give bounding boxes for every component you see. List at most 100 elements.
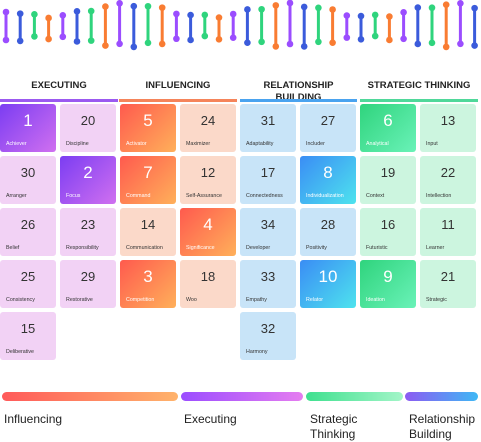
- dna-node: [258, 38, 265, 46]
- strength-tile-harmony[interactable]: 32 Harmony: [240, 312, 296, 360]
- legend-bar-influencing: [2, 392, 178, 401]
- dna-node: [471, 4, 478, 12]
- dna-node: [2, 8, 10, 16]
- column-header-executing: EXECUTING: [0, 80, 118, 102]
- strength-name: Discipline: [66, 141, 89, 147]
- strength-tile-self-assurance[interactable]: 12 Self-Assurance: [180, 156, 236, 204]
- strength-tile-connectedness[interactable]: 17 Connectedness: [240, 156, 296, 204]
- dna-node: [386, 13, 393, 20]
- strength-tile-achiever[interactable]: 1 Achiever: [0, 104, 56, 152]
- strength-tile-focus[interactable]: 2 Focus: [60, 156, 116, 204]
- strength-tile-responsibility[interactable]: 23 Responsibility: [60, 208, 116, 256]
- strength-tile-woo[interactable]: 18 Woo: [180, 260, 236, 308]
- strength-rank: 21: [440, 269, 456, 284]
- dna-node: [442, 1, 450, 8]
- dna-node: [357, 12, 365, 20]
- strength-rank: 24: [200, 113, 216, 128]
- strength-tile-activator[interactable]: 5 Activator: [120, 104, 176, 152]
- dna-node: [428, 39, 436, 47]
- strength-tile-adaptability[interactable]: 31 Adaptability: [240, 104, 296, 152]
- dna-node: [315, 4, 322, 12]
- strength-rank: 1: [23, 111, 33, 130]
- strength-name: Relator: [306, 297, 324, 303]
- strength-name: Command: [126, 193, 151, 199]
- strength-name: Context: [366, 193, 385, 199]
- dna-node: [371, 32, 379, 40]
- dna-node: [457, 40, 464, 48]
- strength-tile-intellection[interactable]: 22 Intellection: [420, 156, 476, 204]
- strength-tile-developer[interactable]: 34 Developer: [240, 208, 296, 256]
- strength-tile-futuristic[interactable]: 16 Futuristic: [360, 208, 416, 256]
- strength-tile-positivity[interactable]: 28 Positivity: [300, 208, 356, 256]
- strength-tile-deliberative[interactable]: 15 Deliberative: [0, 312, 56, 360]
- strength-tile-individualization[interactable]: 8 Individualization: [300, 156, 356, 204]
- strength-tile-context[interactable]: 19 Context: [360, 156, 416, 204]
- dna-node: [428, 4, 436, 12]
- dna-node: [329, 39, 336, 46]
- strength-tile-belief[interactable]: 26 Belief: [0, 208, 56, 256]
- strength-tile-learner[interactable]: 11 Learner: [420, 208, 476, 256]
- strength-tile-analytical[interactable]: 6 Analytical: [360, 104, 416, 152]
- dna-node: [300, 3, 308, 11]
- strength-rank: 7: [143, 163, 153, 182]
- strength-tile-relator[interactable]: 10 Relator: [300, 260, 356, 308]
- strength-rank: 20: [80, 113, 96, 128]
- column-header-label: RELATIONSHIP BUILDING: [263, 80, 334, 103]
- strength-rank: 25: [20, 269, 36, 284]
- strength-tile-significance[interactable]: 4 Significance: [180, 208, 236, 256]
- dna-node: [59, 12, 67, 19]
- strength-tile-discipline[interactable]: 20 Discipline: [60, 104, 116, 152]
- dna-node: [414, 4, 422, 11]
- strength-tile-maximizer[interactable]: 24 Maximizer: [180, 104, 236, 152]
- strength-rank: 26: [20, 217, 36, 232]
- dna-node: [215, 14, 223, 21]
- strength-rank: 6: [383, 111, 393, 130]
- dna-node: [414, 40, 422, 48]
- strength-tile-command[interactable]: 7 Command: [120, 156, 176, 204]
- strength-tile-consistency[interactable]: 25 Consistency: [0, 260, 56, 308]
- strength-rank: 29: [80, 269, 96, 284]
- dna-node: [73, 38, 81, 45]
- dna-node: [201, 32, 209, 40]
- strength-rank: 11: [441, 217, 455, 232]
- strength-name: Positivity: [306, 245, 327, 251]
- dna-node: [343, 34, 351, 41]
- dna-node: [286, 40, 294, 48]
- strength-name: Competition: [126, 297, 155, 303]
- strength-name: Belief: [6, 245, 20, 251]
- dna-helix-decoration: [2, 0, 478, 51]
- strength-rank: 17: [260, 165, 276, 180]
- strength-tile-includer[interactable]: 27 Includer: [300, 104, 356, 152]
- strength-tile-empathy[interactable]: 33 Empathy: [240, 260, 296, 308]
- dna-node: [16, 37, 24, 45]
- dna-node: [244, 6, 251, 13]
- strength-tile-arranger[interactable]: 30 Arranger: [0, 156, 56, 204]
- dna-node: [272, 43, 280, 50]
- strength-name: Achiever: [6, 141, 27, 147]
- strength-name: Input: [426, 141, 438, 147]
- strength-tile-ideation[interactable]: 9 Ideation: [360, 260, 416, 308]
- dna-node: [400, 9, 407, 16]
- legend-label-influencing: Influencing: [4, 412, 63, 426]
- strength-rank: 2: [83, 163, 93, 182]
- dna-node: [386, 36, 393, 44]
- strength-tile-restorative[interactable]: 29 Restorative: [60, 260, 116, 308]
- dna-node: [45, 35, 52, 43]
- strength-name: Restorative: [66, 297, 93, 303]
- strength-tile-competition[interactable]: 3 Competition: [120, 260, 176, 308]
- dna-node: [187, 11, 194, 19]
- dna-node: [201, 11, 209, 19]
- dna-node: [258, 5, 265, 13]
- strength-rank: 16: [380, 217, 396, 232]
- strength-name: Consistency: [6, 297, 35, 303]
- strength-tile-strategic[interactable]: 21 Strategic: [420, 260, 476, 308]
- strength-tile-communication[interactable]: 14 Communication: [120, 208, 176, 256]
- strength-rank: 32: [260, 321, 276, 336]
- dna-node: [173, 35, 180, 43]
- column-header-bar: [240, 99, 357, 102]
- dna-node: [272, 2, 280, 9]
- legend-bar-relationship: [405, 392, 478, 401]
- strength-tile-input[interactable]: 13 Input: [420, 104, 476, 152]
- legend-bar-executing: [181, 392, 303, 401]
- dna-node: [59, 33, 67, 41]
